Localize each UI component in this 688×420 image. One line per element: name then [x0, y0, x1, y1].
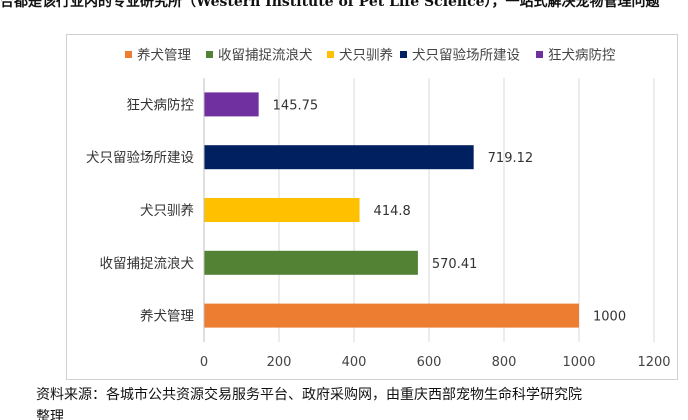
bar	[204, 250, 418, 275]
legend-label: 犬只留验场所建设	[412, 48, 520, 64]
category-label: 养犬管理	[140, 309, 194, 325]
data-label: 414.8	[374, 204, 411, 219]
legend-label: 犬只驯养	[339, 48, 393, 64]
x-tick-label: 600	[417, 355, 442, 370]
legend-label: 收留捕捉流浪犬	[218, 48, 313, 64]
category-label: 狂犬病防控	[127, 97, 195, 113]
legend-swatch	[125, 51, 132, 58]
legend-label: 狂犬病防控	[548, 48, 616, 64]
data-label: 719.12	[488, 151, 534, 166]
category-label: 收留捕捉流浪犬	[100, 256, 195, 272]
source-note: 资料来源：各城市公共资源交易服务平台、政府采购网，由重庆西部宠物生命科学研究院	[36, 387, 582, 403]
legend-label: 养犬管理	[137, 48, 191, 64]
bar	[204, 92, 259, 117]
source-note-continuation: 整理	[36, 409, 64, 420]
bar	[204, 198, 360, 222]
category-label: 犬只驯养	[140, 203, 194, 219]
x-tick-label: 200	[267, 355, 292, 370]
bar	[204, 303, 579, 328]
x-tick-label: 800	[492, 355, 517, 370]
bar	[204, 145, 474, 170]
data-label: 145.75	[273, 98, 319, 113]
x-tick-label: 1200	[637, 355, 670, 370]
top-cropped-text: 合都是该行业内的专业研究所（Western Institute of Pet L…	[0, 0, 660, 9]
legend-swatch	[536, 51, 543, 58]
x-tick-label: 400	[342, 355, 367, 370]
data-label: 1000	[593, 310, 626, 325]
legend-swatch	[327, 51, 334, 58]
legend-swatch	[400, 51, 407, 58]
legend-swatch	[206, 51, 213, 58]
data-label: 570.41	[432, 257, 478, 272]
x-tick-label: 0	[200, 355, 208, 370]
x-tick-label: 1000	[562, 355, 595, 370]
category-label: 犬只留验场所建设	[86, 150, 194, 166]
